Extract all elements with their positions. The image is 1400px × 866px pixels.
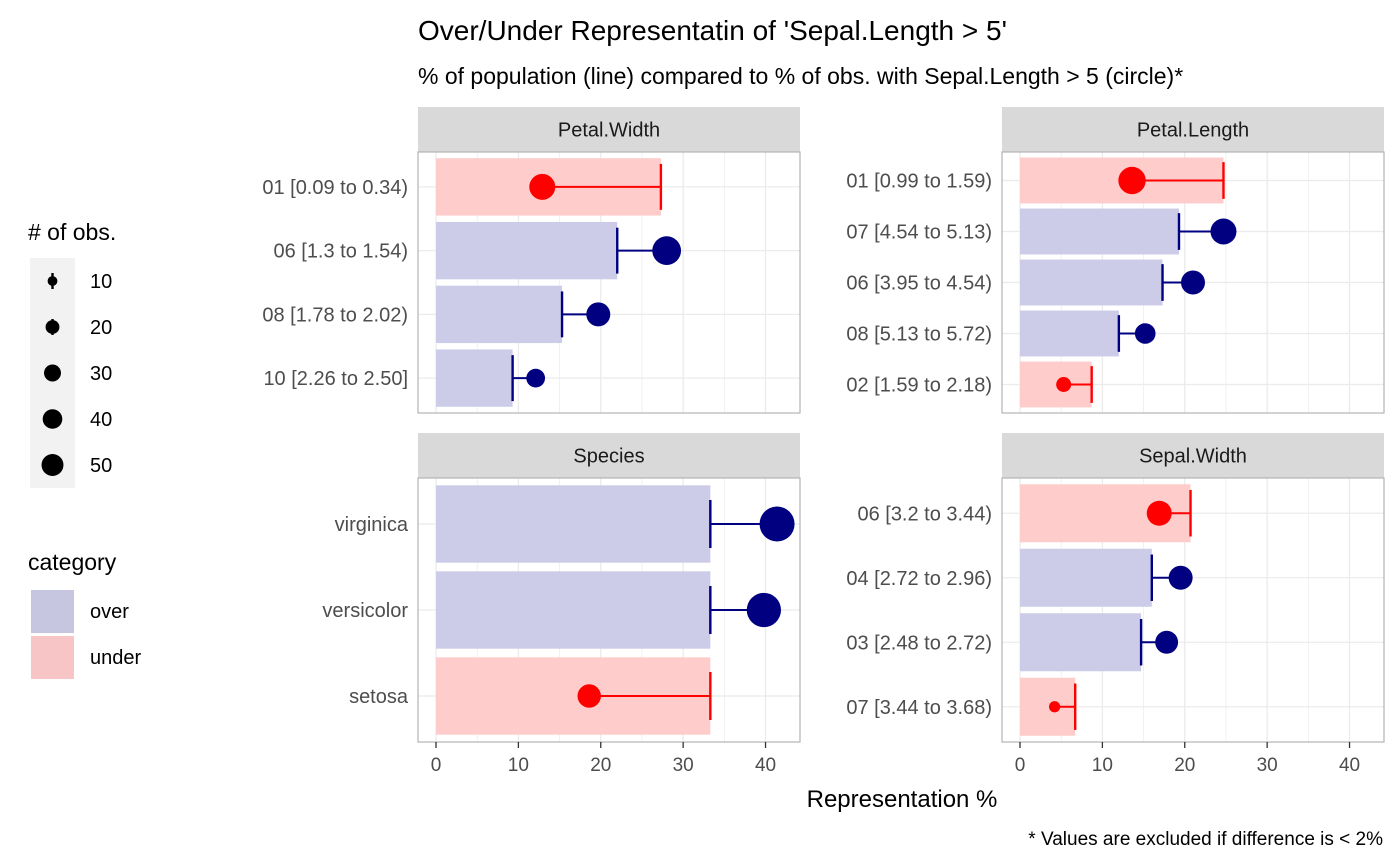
x-tick-label: 40 xyxy=(755,755,776,776)
category-label-petal-length-02-1-59-to-2-18: 02 [1.59 to 2.18) xyxy=(846,375,992,397)
bar-petal-width-10-2-26-to-2-50 xyxy=(436,349,513,407)
subset-point-petal-length-02-1-59-to-2-18 xyxy=(1056,377,1072,392)
x-tick-label: 20 xyxy=(590,755,611,776)
size-legend-label-20: 20 xyxy=(90,317,112,339)
subset-point-petal-length-08-5-13-to-5-72 xyxy=(1134,323,1156,344)
x-tick-label: 30 xyxy=(1257,755,1278,776)
bar-petal-width-06-1-3-to-1-54 xyxy=(436,221,618,280)
bar-petal-length-06-3-95-to-4-54 xyxy=(1020,259,1163,306)
category-label-petal-width-01-0-09-to-0-34: 01 [0.09 to 0.34) xyxy=(262,177,408,199)
bar-petal-length-07-4-54-to-5-13 xyxy=(1020,208,1179,255)
subset-point-petal-length-06-3-95-to-4-54 xyxy=(1181,270,1205,295)
bar-petal-width-08-1-78-to-2-02 xyxy=(436,285,563,344)
x-tick-label: 0 xyxy=(431,755,442,776)
strip-petal-length xyxy=(1002,107,1384,152)
subset-point-petal-width-01-0-09-to-0-34 xyxy=(529,173,556,200)
category-label-petal-length-06-3-95-to-4-54: 06 [3.95 to 4.54) xyxy=(846,273,992,295)
strip-petal-width xyxy=(418,107,800,152)
category-legend-swatch-under xyxy=(31,636,74,679)
x-tick-label: 10 xyxy=(1092,755,1113,776)
panel-petal-width: Petal.Width 01 [0.09 to 0.34) 06 [1.3 to 1… xyxy=(262,107,801,414)
bar-petal-length-08-5-13-to-5-72 xyxy=(1020,310,1119,357)
category-label-species-virginica: virginica xyxy=(335,514,409,536)
category-legend-label-over: over xyxy=(90,601,129,623)
facet-panels: Petal.Width 01 [0.09 to 0.34) 06 [1.3 to 1… xyxy=(262,107,1385,776)
subset-point-petal-width-08-1-78-to-2-02 xyxy=(586,302,611,327)
subset-point-sepal-width-03-2-48-to-2-72 xyxy=(1155,630,1179,654)
subset-point-petal-length-07-4-54-to-5-13 xyxy=(1210,218,1237,245)
size-legend-label-10: 10 xyxy=(90,271,112,293)
bar-sepal-width-03-2-48-to-2-72 xyxy=(1020,613,1142,672)
bar-species-virginica xyxy=(436,485,711,563)
category-legend-label-under: under xyxy=(90,647,141,669)
subset-point-species-setosa xyxy=(577,684,601,708)
chart-caption: * Values are excluded if difference is <… xyxy=(1028,829,1383,850)
subset-point-petal-width-06-1-3-to-1-54 xyxy=(652,236,682,265)
category-legend-title: category xyxy=(28,549,117,575)
category-label-sepal-width-06-3-2-to-3-44: 06 [3.2 to 3.44) xyxy=(857,503,992,525)
size-legend-circle-10 xyxy=(47,276,58,286)
category-label-sepal-width-04-2-72-to-2-96: 04 [2.72 to 2.96) xyxy=(846,568,992,590)
category-label-sepal-width-07-3-44-to-3-68: 07 [3.44 to 3.68) xyxy=(846,697,992,719)
subset-point-sepal-width-04-2-72-to-2-96 xyxy=(1168,565,1193,590)
x-axis-title: Representation % xyxy=(807,786,998,813)
strip-label-species: Species xyxy=(573,446,644,468)
category-label-petal-length-07-4-54-to-5-13: 07 [4.54 to 5.13) xyxy=(846,222,992,244)
x-tick-label: 10 xyxy=(508,755,529,776)
category-label-species-versicolor: versicolor xyxy=(322,600,408,622)
panel-border-sepal-width xyxy=(1001,477,1385,743)
category-label-petal-width-08-1-78-to-2-02: 08 [1.78 to 2.02) xyxy=(262,304,408,326)
strip-label-sepal-width: Sepal.Width xyxy=(1139,446,1247,468)
panel-species: Species virginica versicolor setosa 0 10 20 30 4… xyxy=(322,433,801,776)
panel-border-species xyxy=(417,477,801,743)
panel-border-petal-width xyxy=(417,151,801,414)
panel-border-petal-length xyxy=(1001,151,1385,414)
chart-subtitle: % of population (line) compared to % of … xyxy=(418,63,1183,89)
category-label-petal-length-01-0-99-to-1-59: 01 [0.99 to 1.59) xyxy=(846,171,992,193)
strip-label-petal-length: Petal.Length xyxy=(1137,120,1249,142)
category-label-sepal-width-03-2-48-to-2-72: 03 [2.48 to 2.72) xyxy=(846,632,992,654)
panel-sepal-width: Sepal.Width 06 [3.2 to 3.44) 04 [2.72 to 2… xyxy=(846,433,1385,776)
subset-point-species-virginica xyxy=(759,506,795,542)
subset-point-petal-length-01-0-99-to-1-59 xyxy=(1118,166,1146,195)
legend: # of obs. category 10 20 30 40 50 over under xyxy=(28,219,141,680)
category-legend-swatch-over xyxy=(31,590,74,633)
size-legend-title: # of obs. xyxy=(28,219,116,245)
size-legend-circle-50 xyxy=(41,454,64,476)
category-label-petal-width-10-2-26-to-2-50: 10 [2.26 to 2.50] xyxy=(263,368,408,390)
strip-label-petal-width: Petal.Width xyxy=(558,120,660,142)
bar-sepal-width-04-2-72-to-2-96 xyxy=(1020,548,1152,607)
size-legend-circle-20 xyxy=(45,320,60,334)
size-legend-circle-30 xyxy=(44,364,61,382)
chart-title: Over/Under Representatin of 'Sepal.Lengt… xyxy=(418,15,1007,46)
size-legend-label-30: 30 xyxy=(90,363,112,385)
x-tick-label: 0 xyxy=(1015,755,1026,776)
size-legend-label-40: 40 xyxy=(90,409,112,431)
x-tick-label: 30 xyxy=(673,755,694,776)
category-label-species-setosa: setosa xyxy=(349,686,409,708)
subset-point-species-versicolor xyxy=(746,592,782,628)
x-tick-label: 20 xyxy=(1174,755,1195,776)
panel-petal-length: Petal.Length 01 [0.99 to 1.59) 07 [4.54 to… xyxy=(846,107,1385,414)
subset-point-petal-width-10-2-26-to-2-50 xyxy=(526,368,546,388)
size-legend-circle-40 xyxy=(42,409,63,429)
category-label-petal-width-06-1-3-to-1-54: 06 [1.3 to 1.54) xyxy=(273,241,408,263)
strip-sepal-width xyxy=(1002,433,1384,478)
subset-point-sepal-width-06-3-2-to-3-44 xyxy=(1146,500,1172,526)
x-tick-label: 40 xyxy=(1339,755,1360,776)
subset-point-sepal-width-07-3-44-to-3-68 xyxy=(1049,701,1061,713)
strip-species xyxy=(418,433,800,478)
size-legend-label-50: 50 xyxy=(90,455,112,477)
category-label-petal-length-08-5-13-to-5-72: 08 [5.13 to 5.72) xyxy=(846,324,992,346)
bar-species-versicolor xyxy=(436,571,711,649)
